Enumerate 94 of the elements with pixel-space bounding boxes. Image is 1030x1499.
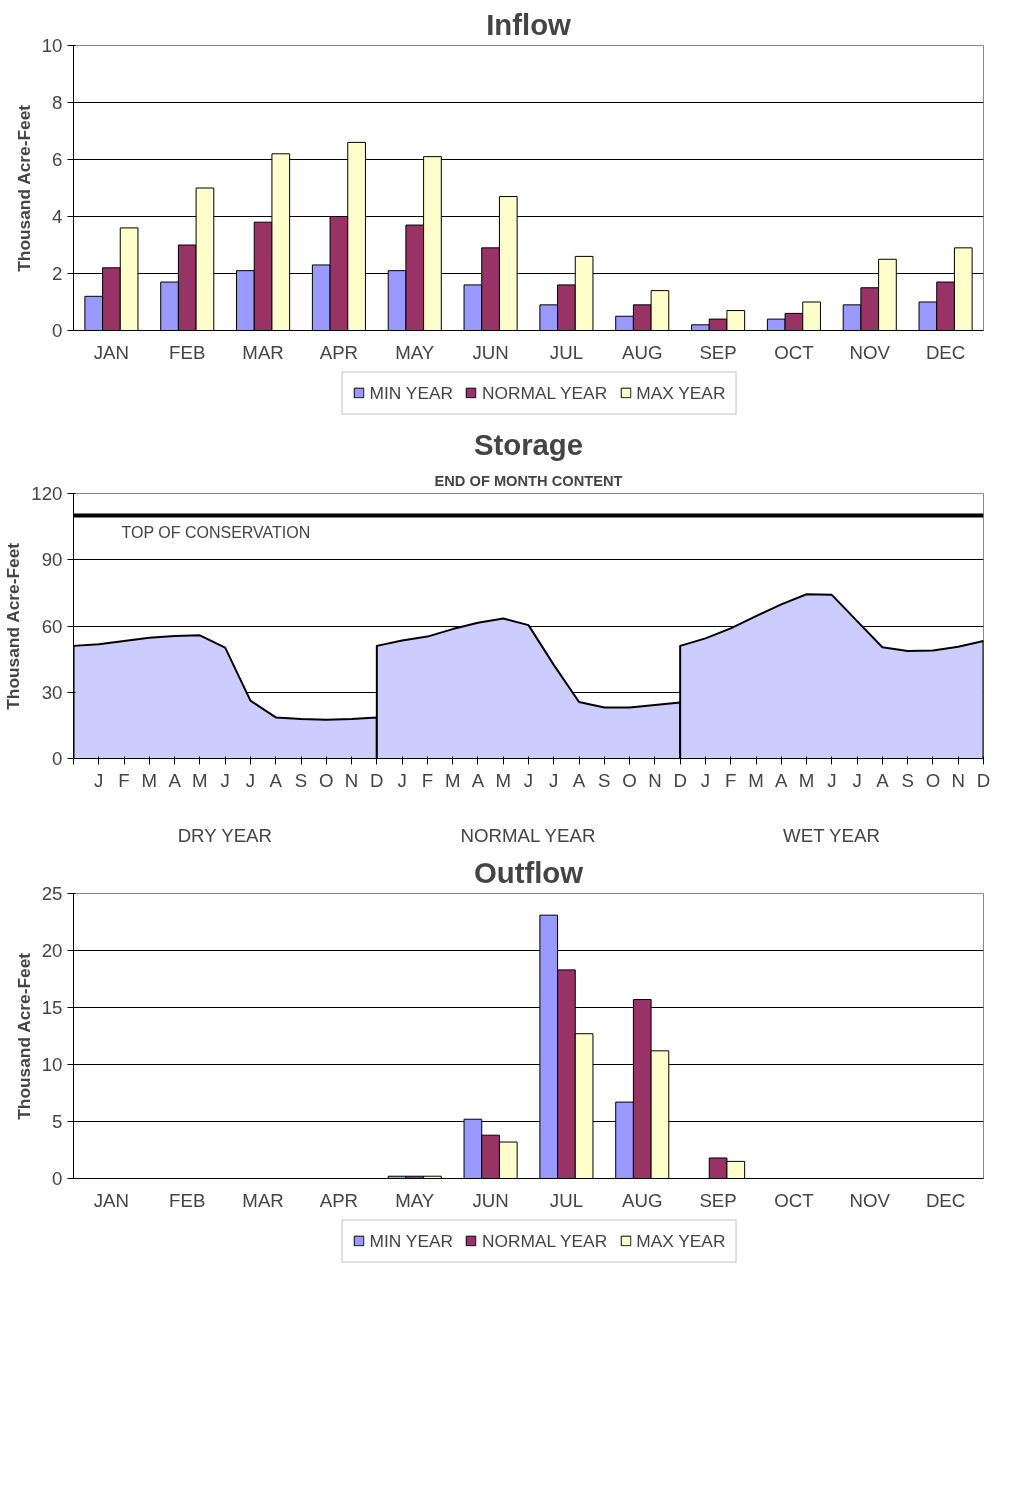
x-tick-label: DEC (925, 341, 966, 363)
y-axis-title: Thousand Acre-Feet (3, 542, 24, 710)
x-tick-label: J (827, 769, 837, 791)
text: DRY YEAR (177, 824, 273, 846)
x-tick-label: JUL (549, 341, 584, 363)
x-tick-label: APR (319, 341, 359, 363)
x-tick-label: MAY (395, 1189, 435, 1211)
y-tick-label: 6 (52, 149, 63, 170)
x-tick-label: S (294, 769, 308, 791)
x-tick-label: MAR (242, 341, 284, 363)
x-tick-label: S (901, 769, 914, 791)
ref-line-label: TOP OF CONSERVATION (121, 523, 311, 541)
y-tick-label: 2 (52, 263, 63, 284)
x-tick-label: SEP (699, 341, 737, 363)
y-tick-label: 0 (52, 748, 63, 769)
x-tick-label: J (549, 769, 559, 791)
chart-title: Storage (473, 427, 584, 461)
x-tick-label: FEB (169, 341, 206, 363)
legend-label: MIN YEAR (369, 382, 454, 403)
x-tick-label: J (397, 769, 407, 791)
x-tick-label: D (976, 769, 991, 791)
x-tick-label: A (471, 769, 485, 791)
x-tick-label: A (775, 769, 789, 791)
x-tick-label: J (220, 769, 230, 791)
y-tick-label: 0 (52, 320, 63, 341)
x-tick-label: NOV (849, 1189, 891, 1211)
y-tick-label: 90 (41, 549, 63, 571)
text: WET YEAR (783, 824, 880, 846)
y-tick-label: 30 (41, 681, 63, 703)
x-tick-label: OCT (774, 341, 814, 363)
x-tick-label: AUG (622, 1189, 663, 1211)
legend-label: MIN YEAR (369, 1230, 454, 1251)
x-tick-label: JUN (472, 341, 509, 363)
x-tick-label: M (444, 769, 461, 791)
y-tick-label: 0 (52, 1168, 63, 1189)
x-tick-label: J (245, 769, 256, 791)
x-tick-label: APR (319, 1189, 359, 1211)
x-tick-label: J (852, 769, 862, 791)
x-tick-label: O (319, 769, 334, 791)
x-tick-label: A (572, 769, 586, 791)
x-tick-label: O (925, 769, 941, 791)
x-tick-label: AUG (622, 341, 663, 363)
x-tick-label: F (725, 769, 737, 791)
x-tick-label: D (673, 769, 687, 791)
y-tick-label: 15 (41, 997, 63, 1018)
x-tick-label: OCT (774, 1189, 814, 1211)
x-tick-label: S (598, 769, 611, 791)
x-tick-label: O (622, 769, 637, 791)
x-tick-label: A (876, 769, 890, 791)
x-tick-label: JUL (549, 1189, 584, 1211)
x-tick-label: JAN (93, 341, 130, 363)
x-tick-label: MAR (242, 1189, 284, 1211)
y-tick-label: 4 (52, 206, 63, 227)
x-tick-label: A (168, 769, 182, 791)
x-tick-label: MAY (395, 341, 435, 363)
x-tick-label: FEB (169, 1189, 206, 1211)
x-tick-label: M (748, 769, 764, 791)
chart-title: Outflow (473, 855, 584, 889)
y-tick-label: 10 (41, 35, 63, 56)
y-tick-label: 20 (41, 940, 63, 961)
x-tick-label: J (523, 769, 534, 791)
y-tick-label: 8 (52, 92, 63, 113)
x-tick-label: N (648, 769, 662, 791)
chart-subtitle: END OF MONTH CONTENT (434, 472, 623, 489)
x-tick-label: N (344, 769, 359, 791)
x-tick-label: D (370, 769, 384, 791)
x-tick-label: N (951, 769, 965, 791)
y-tick-label: 120 (31, 483, 63, 504)
y-tick-label: 5 (52, 1111, 63, 1132)
legend-label: NORMAL YEAR (482, 1230, 608, 1251)
x-tick-label: M (798, 769, 815, 791)
y-tick-label: 25 (41, 883, 63, 904)
legend-label: NORMAL YEAR (482, 382, 608, 403)
x-tick-label: M (495, 769, 511, 791)
legend-label: MAX YEAR (636, 382, 726, 403)
x-tick-label: M (192, 769, 208, 791)
legend-label: MAX YEAR (636, 1230, 726, 1251)
x-tick-label: M (141, 769, 158, 791)
text: NORMAL YEAR (460, 824, 596, 846)
x-tick-label: SEP (699, 1189, 737, 1211)
x-tick-label: A (269, 769, 283, 791)
y-tick-label: 10 (41, 1054, 63, 1075)
x-tick-label: J (700, 769, 711, 791)
x-tick-label: F (118, 769, 130, 791)
y-axis-title: Thousand Acre-Feet (13, 104, 34, 272)
x-tick-label: JUN (472, 1189, 509, 1211)
y-axis-title: Thousand Acre-Feet (13, 952, 34, 1120)
x-tick-label: NOV (849, 341, 891, 363)
x-tick-label: JAN (93, 1189, 130, 1211)
x-tick-label: DEC (925, 1189, 966, 1211)
x-tick-label: F (421, 769, 434, 791)
chart-title: Inflow (486, 7, 572, 41)
x-tick-label: J (94, 769, 104, 791)
y-tick-label: 60 (41, 615, 63, 637)
